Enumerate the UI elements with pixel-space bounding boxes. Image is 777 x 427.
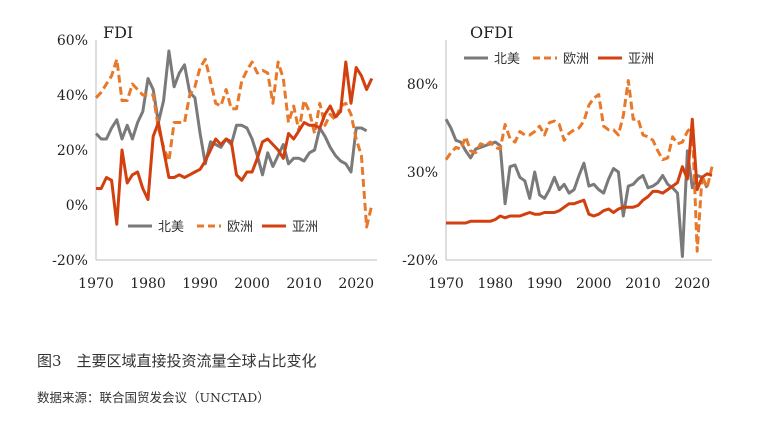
y-tick-label: -20% bbox=[402, 253, 438, 269]
chart-title: FDI bbox=[103, 23, 133, 42]
y-tick-label: 20% bbox=[57, 143, 88, 159]
series-line-europe bbox=[444, 79, 714, 253]
figure-source: 数据来源：联合国贸发会议（UNCTAD） bbox=[37, 390, 270, 405]
series-line-europe bbox=[94, 57, 374, 229]
x-tick-label: 1970 bbox=[428, 276, 464, 292]
x-tick-label: 1990 bbox=[182, 276, 218, 292]
figure-caption: 图3 主要区域直接投资流量全球占比变化 bbox=[37, 352, 317, 370]
legend-label-europe: 欧洲 bbox=[227, 220, 253, 235]
x-tick-label: 1990 bbox=[527, 276, 563, 292]
legend-label-asia: 亚洲 bbox=[292, 220, 318, 235]
x-tick-label: 2010 bbox=[625, 276, 661, 292]
legend-label-asia: 亚洲 bbox=[628, 52, 654, 67]
y-tick-label: 0% bbox=[66, 198, 88, 214]
x-tick-label: 2000 bbox=[234, 276, 270, 292]
chart-title: OFDI bbox=[470, 23, 513, 42]
x-tick-label: 2010 bbox=[286, 276, 322, 292]
legend-label-north-america: 北美 bbox=[158, 220, 184, 235]
legend-label-europe: 欧洲 bbox=[563, 52, 589, 67]
y-tick-label: -20% bbox=[52, 253, 88, 269]
x-tick-label: 1970 bbox=[78, 276, 114, 292]
x-tick-label: 1980 bbox=[130, 276, 166, 292]
x-tick-label: 2000 bbox=[576, 276, 612, 292]
y-tick-label: 40% bbox=[57, 88, 88, 104]
x-tick-label: 2020 bbox=[674, 276, 710, 292]
ofdi-chart: -20% 30% 80% 1970 1980 1990 2000 2010 2020 OFDI 北美… bbox=[402, 23, 714, 292]
fdi-chart: -20% 0% 20% 40% 60% 1970 1980 1990 2000 2010 2020 F… bbox=[52, 23, 377, 292]
series-line-asia bbox=[96, 60, 374, 226]
x-tick-label: 2020 bbox=[338, 276, 374, 292]
legend-label-north-america: 北美 bbox=[494, 52, 520, 67]
x-tick-label: 1980 bbox=[477, 276, 513, 292]
y-tick-label: 80% bbox=[407, 77, 438, 93]
series-line-asia bbox=[446, 117, 713, 225]
y-tick-label: 60% bbox=[57, 33, 88, 49]
y-tick-label: 30% bbox=[407, 165, 438, 181]
